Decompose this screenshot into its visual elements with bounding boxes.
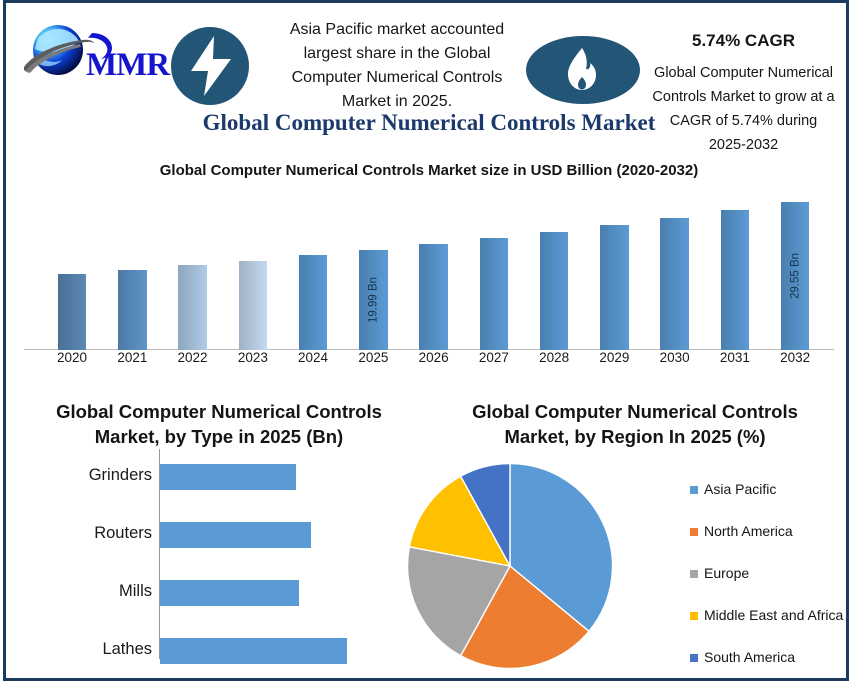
svg-text:MMR: MMR (86, 47, 171, 83)
